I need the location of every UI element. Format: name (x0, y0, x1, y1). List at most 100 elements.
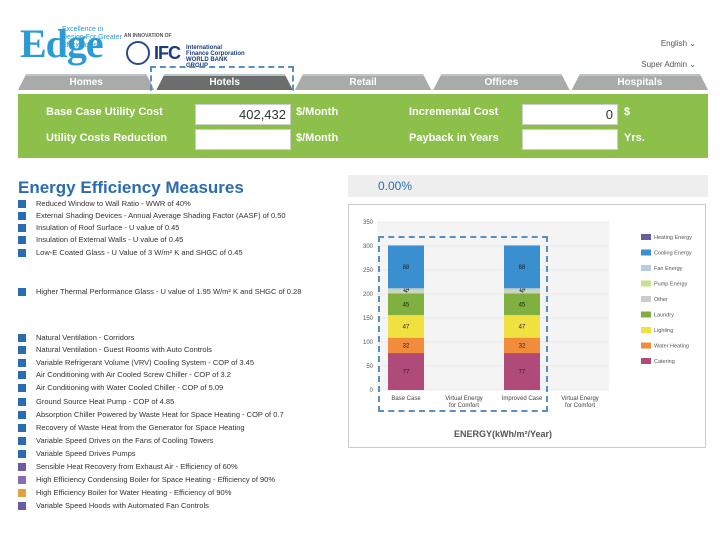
data-label: 45 (519, 302, 526, 308)
measure-item[interactable]: Low-E Coated Glass - U Value of 3 W/m² K… (18, 247, 243, 258)
tab-retail[interactable]: Retail (294, 74, 432, 90)
measure-item[interactable]: Natural Ventilation - Guest Rooms with A… (18, 344, 212, 355)
measure-checkbox[interactable] (18, 333, 26, 342)
measure-item[interactable]: Sensible Heat Recovery from Exhaust Air … (18, 461, 238, 472)
globe-icon (126, 41, 150, 65)
measure-checkbox[interactable] (18, 397, 26, 406)
user-menu[interactable]: Super Admin ⌄ (641, 60, 696, 69)
measure-item[interactable]: Recovery of Waste Heat from the Generato… (18, 422, 245, 433)
y-tick-label: 50 (366, 364, 373, 370)
base-case-unit: $/Month (296, 106, 339, 118)
measure-item[interactable]: Insulation of Roof Surface - U value of … (18, 222, 179, 233)
measure-item[interactable]: Air Conditioning with Air Cooled Screw C… (18, 369, 231, 380)
data-label: 47 (403, 324, 410, 330)
measure-label: Insulation of External Walls - U value o… (36, 235, 184, 244)
bar-segment (504, 293, 540, 316)
tab-hotels[interactable]: Hotels (156, 74, 293, 90)
measure-checkbox[interactable] (18, 501, 26, 510)
measure-checkbox[interactable] (18, 287, 26, 296)
measure-label: High Efficiency Condensing Boiler for Sp… (36, 475, 276, 484)
measure-checkbox[interactable] (18, 488, 26, 497)
tab-offices[interactable]: Offices (433, 74, 570, 90)
measure-label: Variable Refrigerant Volume (VRV) Coolin… (36, 358, 255, 367)
measure-label: Natural Ventilation - Guest Rooms with A… (36, 345, 212, 354)
measure-checkbox[interactable] (18, 383, 26, 392)
measure-checkbox[interactable] (18, 199, 26, 208)
cost-summary-panel: Base Case Utility Cost 402,432 $/Month U… (18, 94, 708, 158)
chevron-down-icon: ⌄ (689, 39, 696, 48)
data-label: 14 (403, 287, 410, 293)
y-tick-label: 150 (363, 316, 374, 322)
tab-homes[interactable]: Homes (18, 74, 155, 90)
measure-item[interactable]: Absorption Chiller Powered by Waste Heat… (18, 409, 284, 420)
y-tick-label: 200 (363, 292, 374, 298)
measure-label: Low-E Coated Glass - U Value of 3 W/m² K… (36, 248, 243, 257)
payback-unit: Yrs. (624, 132, 645, 144)
bar-segment (504, 290, 540, 293)
measure-label: Ground Source Heat Pump - COP of 4.85 (36, 397, 175, 406)
base-case-label: Base Case Utility Cost (46, 106, 163, 118)
edge-logo: Edge Excellence in Design For Greater Ef… (20, 21, 122, 68)
measure-item[interactable]: Natural Ventilation - Corridors (18, 332, 134, 343)
base-case-field[interactable]: 402,432 (195, 104, 291, 125)
measure-item[interactable]: Variable Speed Drives on the Fans of Coo… (18, 435, 213, 446)
bar-segment (504, 353, 540, 390)
measure-item[interactable]: External Shading Devices - Annual Averag… (18, 210, 286, 221)
data-label: 88 (519, 265, 526, 271)
y-tick-label: 350 (363, 220, 374, 226)
payback-field[interactable] (522, 129, 618, 150)
data-label: 45 (403, 302, 410, 308)
measure-checkbox[interactable] (18, 423, 26, 432)
measure-checkbox[interactable] (18, 345, 26, 354)
incremental-cost-field[interactable]: 0 (522, 104, 618, 125)
reduction-unit: $/Month (296, 132, 339, 144)
bar-segment (388, 315, 424, 338)
legend-swatch (641, 358, 651, 364)
measure-checkbox[interactable] (18, 370, 26, 379)
measure-item[interactable]: Air Conditioning with Water Cooled Chill… (18, 382, 223, 393)
measure-item[interactable]: Variable Speed Hoods with Automated Fan … (18, 500, 209, 511)
data-label: 77 (403, 370, 410, 376)
measure-item[interactable]: Ground Source Heat Pump - COP of 4.85 (18, 396, 174, 407)
tab-hospitals[interactable]: Hospitals (571, 74, 709, 90)
measure-item[interactable]: High Efficiency Condensing Boiler for Sp… (18, 474, 275, 485)
measure-checkbox[interactable] (18, 248, 26, 257)
measure-item[interactable]: High Efficiency Boiler for Water Heating… (18, 487, 231, 498)
reduction-label: Utility Costs Reduction (46, 132, 168, 144)
measure-item[interactable]: Higher Thermal Performance Glass - U val… (18, 286, 301, 297)
legend-swatch (641, 265, 651, 271)
measure-checkbox[interactable] (18, 223, 26, 232)
measure-label: Variable Speed Drives on the Fans of Coo… (36, 436, 214, 445)
x-tick-label: for Comfort (449, 403, 479, 409)
ifc-mark: IFC (154, 43, 181, 63)
measure-checkbox[interactable] (18, 462, 26, 471)
chevron-down-icon: ⌄ (689, 60, 696, 69)
measure-label: Natural Ventilation - Corridors (36, 333, 135, 342)
measure-checkbox[interactable] (18, 235, 26, 244)
bar-segment (504, 315, 540, 338)
data-label: 4 (404, 289, 408, 295)
bar-segment (388, 290, 424, 293)
measure-checkbox[interactable] (18, 436, 26, 445)
edge-logo-word: Edge (20, 21, 104, 66)
reduction-field[interactable] (195, 129, 291, 150)
bar-segment (504, 292, 540, 294)
data-label: 14 (519, 287, 526, 293)
measure-checkbox[interactable] (18, 211, 26, 220)
legend-label: Catering (654, 359, 675, 365)
bar-segment (504, 246, 540, 289)
data-label: 47 (519, 324, 526, 330)
data-label: 88 (403, 265, 410, 271)
language-selector[interactable]: English ⌄ (661, 39, 696, 48)
measure-item[interactable]: Insulation of External Walls - U value o… (18, 234, 183, 245)
measure-label: Absorption Chiller Powered by Waste Heat… (36, 410, 284, 419)
measure-checkbox[interactable] (18, 358, 26, 367)
measure-item[interactable]: Reduced Window to Wall Ratio - WWR of 40… (18, 198, 191, 209)
measure-checkbox[interactable] (18, 410, 26, 419)
measure-checkbox[interactable] (18, 475, 26, 484)
measure-item[interactable]: Variable Speed Drives Pumps (18, 448, 136, 459)
measure-label: Variable Speed Drives Pumps (36, 449, 136, 458)
measure-checkbox[interactable] (18, 449, 26, 458)
measure-item[interactable]: Variable Refrigerant Volume (VRV) Coolin… (18, 357, 254, 368)
bar-segment (388, 246, 424, 289)
